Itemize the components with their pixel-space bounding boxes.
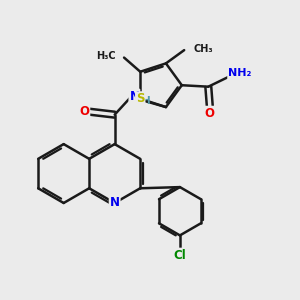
Text: H: H [142, 96, 151, 106]
Text: O: O [205, 107, 215, 120]
Text: Cl: Cl [173, 249, 186, 262]
Text: N: N [129, 90, 140, 103]
Text: O: O [79, 105, 89, 118]
Text: CH₃: CH₃ [194, 44, 213, 54]
Text: H₃C: H₃C [96, 51, 116, 61]
Text: NH₂: NH₂ [228, 68, 251, 78]
Text: N: N [110, 196, 120, 209]
Text: S: S [136, 92, 145, 105]
